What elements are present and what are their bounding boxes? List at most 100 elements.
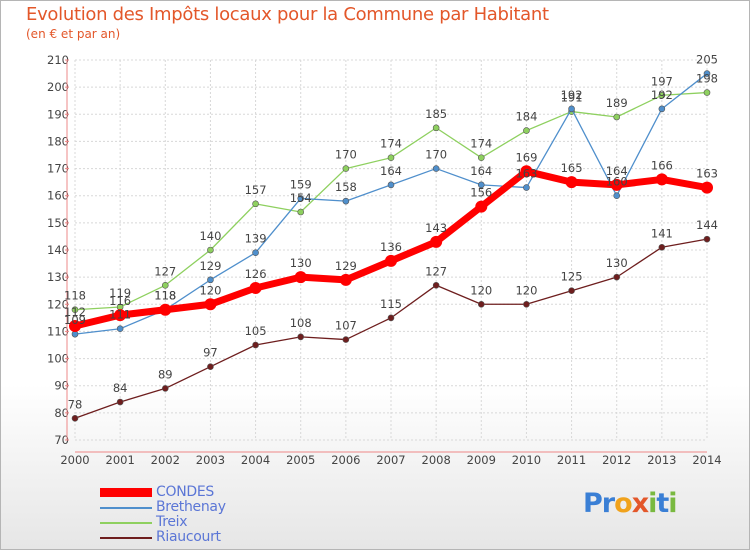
data-label-condes: 165: [561, 161, 583, 175]
x-tick-label: 2000: [60, 453, 89, 467]
point-condes: [475, 200, 488, 213]
point-riaucourt: [207, 363, 214, 371]
data-label-treix: 174: [380, 137, 402, 151]
data-label-condes: 166: [651, 158, 673, 172]
data-label-brethenay: 109: [64, 313, 86, 327]
data-label-riaucourt: 125: [561, 270, 583, 284]
point-treix: [432, 124, 440, 132]
point-brethenay: [658, 105, 666, 113]
point-riaucourt: [161, 385, 169, 392]
point-treix: [387, 154, 395, 162]
point-condes: [114, 309, 127, 322]
data-label-brethenay: 170: [425, 148, 447, 162]
logo-letter: i: [648, 488, 657, 519]
point-treix: [207, 246, 214, 254]
x-tick-label: 2004: [241, 453, 270, 467]
data-label-brethenay: 160: [606, 175, 628, 189]
point-condes: [430, 235, 443, 248]
point-condes: [159, 303, 172, 316]
point-treix: [342, 165, 350, 172]
chart-subtitle: (en € et par an): [26, 27, 121, 41]
data-label-brethenay: 192: [561, 88, 583, 102]
legend-item-riaucourt: Riaucourt: [100, 530, 226, 545]
data-label-riaucourt: 107: [335, 319, 357, 333]
point-treix: [703, 89, 711, 96]
legend-label: Treix: [156, 514, 188, 530]
point-riaucourt: [342, 336, 350, 343]
data-label-condes: 116: [109, 294, 131, 308]
data-label-brethenay: 111: [109, 308, 131, 322]
data-label-brethenay: 163: [515, 167, 537, 181]
data-label-treix: 118: [64, 289, 86, 303]
logo-letter: x: [631, 488, 649, 519]
point-riaucourt: [568, 287, 575, 295]
data-label-brethenay: 159: [290, 177, 312, 191]
data-label-riaucourt: 97: [203, 346, 218, 360]
point-treix: [252, 200, 259, 208]
point-treix: [658, 91, 666, 99]
point-condes: [610, 178, 623, 191]
x-tick-label: 2001: [106, 453, 135, 467]
proxiti-logo: Proxiti: [583, 488, 678, 519]
y-tick-label: 70: [54, 433, 69, 447]
y-tick-label: 140: [47, 243, 69, 257]
point-brethenay: [297, 195, 305, 202]
point-riaucourt: [432, 281, 440, 289]
y-tick-label: 150: [47, 216, 69, 230]
data-label-condes: 143: [425, 221, 447, 235]
point-condes: [69, 320, 81, 332]
data-label-brethenay: 164: [470, 164, 492, 178]
y-tick-label: 170: [47, 162, 69, 176]
legend-swatch: [100, 536, 152, 539]
x-tick-label: 2014: [692, 453, 721, 467]
data-label-brethenay: 192: [651, 88, 673, 102]
point-condes: [520, 165, 533, 178]
point-condes: [294, 271, 307, 284]
data-label-riaucourt: 127: [425, 264, 447, 278]
legend-item-condes: CONDES: [100, 485, 226, 500]
point-riaucourt: [71, 414, 79, 422]
data-label-treix: 119: [109, 286, 131, 300]
point-treix: [477, 154, 485, 162]
data-label-condes: 156: [470, 186, 492, 200]
point-condes: [655, 173, 668, 186]
data-label-riaucourt: 141: [651, 226, 673, 240]
x-tick-label: 2002: [151, 453, 180, 467]
data-label-riaucourt: 108: [290, 316, 312, 330]
point-riaucourt: [523, 300, 530, 308]
point-condes: [204, 298, 217, 311]
point-brethenay: [703, 70, 711, 77]
data-label-treix: 157: [245, 183, 267, 197]
x-tick-label: 2006: [331, 453, 360, 467]
data-label-treix: 197: [651, 74, 673, 88]
data-label-treix: 174: [470, 137, 492, 151]
point-condes: [565, 176, 578, 189]
data-label-treix: 154: [290, 191, 312, 205]
x-tick-label: 2008: [422, 453, 451, 467]
data-label-treix: 191: [561, 91, 583, 105]
point-treix: [523, 127, 530, 134]
x-tick-label: 2012: [602, 453, 631, 467]
legend-swatch: [100, 506, 152, 509]
data-label-riaucourt: 130: [606, 256, 628, 270]
data-label-brethenay: 158: [335, 180, 357, 194]
y-tick-label: 180: [47, 134, 69, 148]
chart-title: Evolution des Impôts locaux pour la Comm…: [26, 4, 549, 25]
data-label-brethenay: 118: [154, 289, 176, 303]
point-brethenay: [342, 197, 350, 205]
data-label-brethenay: 129: [199, 259, 221, 273]
data-label-condes: 169: [515, 150, 537, 164]
data-label-treix: 170: [335, 148, 357, 162]
data-label-condes: 163: [696, 167, 718, 181]
y-tick-label: 80: [54, 406, 69, 420]
point-treix: [161, 281, 169, 289]
legend-swatch: [100, 521, 152, 524]
point-riaucourt: [116, 398, 124, 406]
y-tick-label: 160: [47, 189, 69, 203]
point-riaucourt: [252, 341, 259, 349]
data-label-treix: 184: [515, 110, 537, 124]
data-label-brethenay: 205: [696, 53, 718, 67]
x-tick-label: 2010: [512, 453, 541, 467]
